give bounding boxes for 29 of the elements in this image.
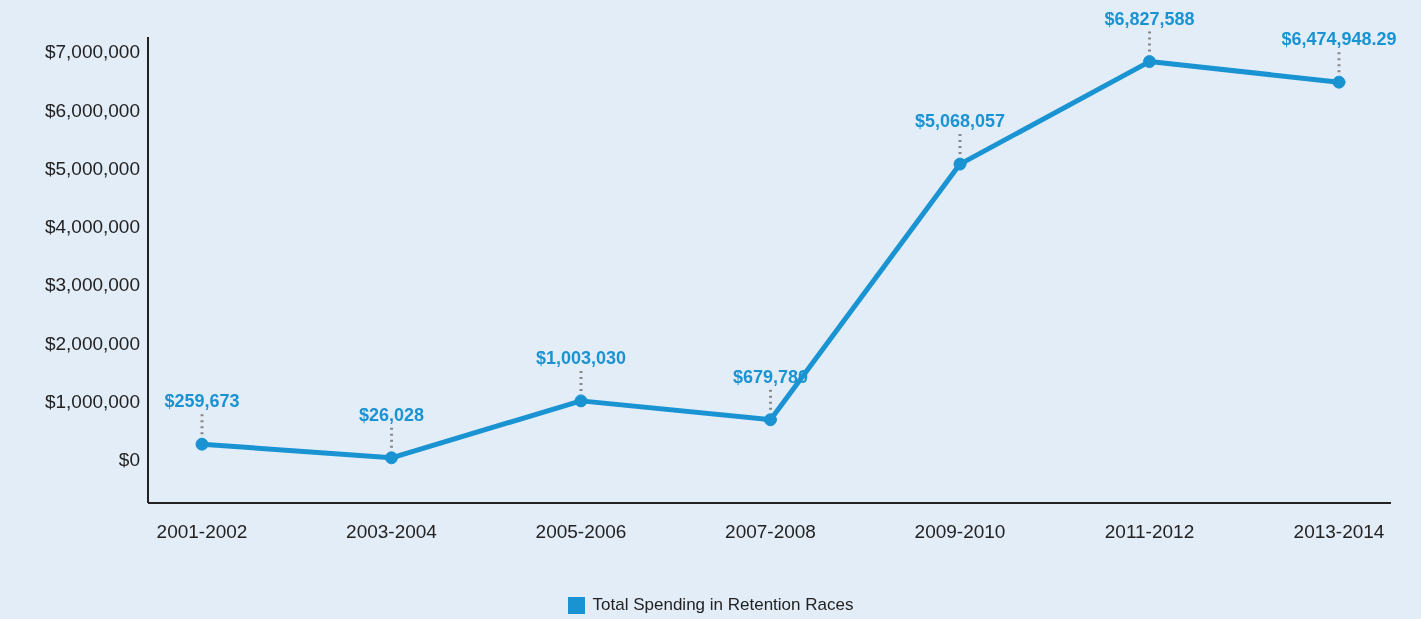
data-label: $6,827,588: [1104, 8, 1195, 29]
y-tick-label: $1,000,000: [44, 390, 140, 412]
x-tick-label: 2003-2004: [346, 521, 438, 543]
y-tick-label: $2,000,000: [44, 332, 140, 354]
point: [385, 451, 398, 465]
data-label: $26,028: [358, 404, 425, 425]
point: [195, 437, 209, 451]
y-tick-label: $0: [118, 449, 140, 471]
point: [1143, 55, 1156, 69]
data-label: $259,673: [164, 391, 240, 412]
y-tick-label: $6,000,000: [44, 99, 140, 121]
point: [574, 394, 588, 408]
y-tick-label: $5,000,000: [44, 157, 140, 179]
data-label: $1,003,030: [535, 347, 627, 368]
y-tick-label: $4,000,000: [44, 216, 140, 238]
x-tick-label: 2011-2012: [1104, 521, 1195, 543]
x-tick-label: 2005-2006: [535, 521, 627, 543]
point: [764, 413, 777, 427]
data-label: $6,474,948.29: [1281, 29, 1397, 50]
legend-label: Total Spending in Retention Races: [592, 595, 854, 615]
data-label: $5,068,057: [914, 111, 1006, 132]
y-tick-label: $3,000,000: [44, 274, 140, 296]
x-tick-label: 2001-2002: [156, 521, 248, 543]
point: [953, 157, 967, 171]
x-tick-label: 2007-2008: [725, 521, 816, 543]
x-tick-label: 2009-2010: [914, 521, 1006, 543]
point: [1332, 75, 1346, 89]
x-tick-label: 2013-2014: [1293, 521, 1385, 543]
y-tick-label: $7,000,000: [44, 41, 140, 63]
